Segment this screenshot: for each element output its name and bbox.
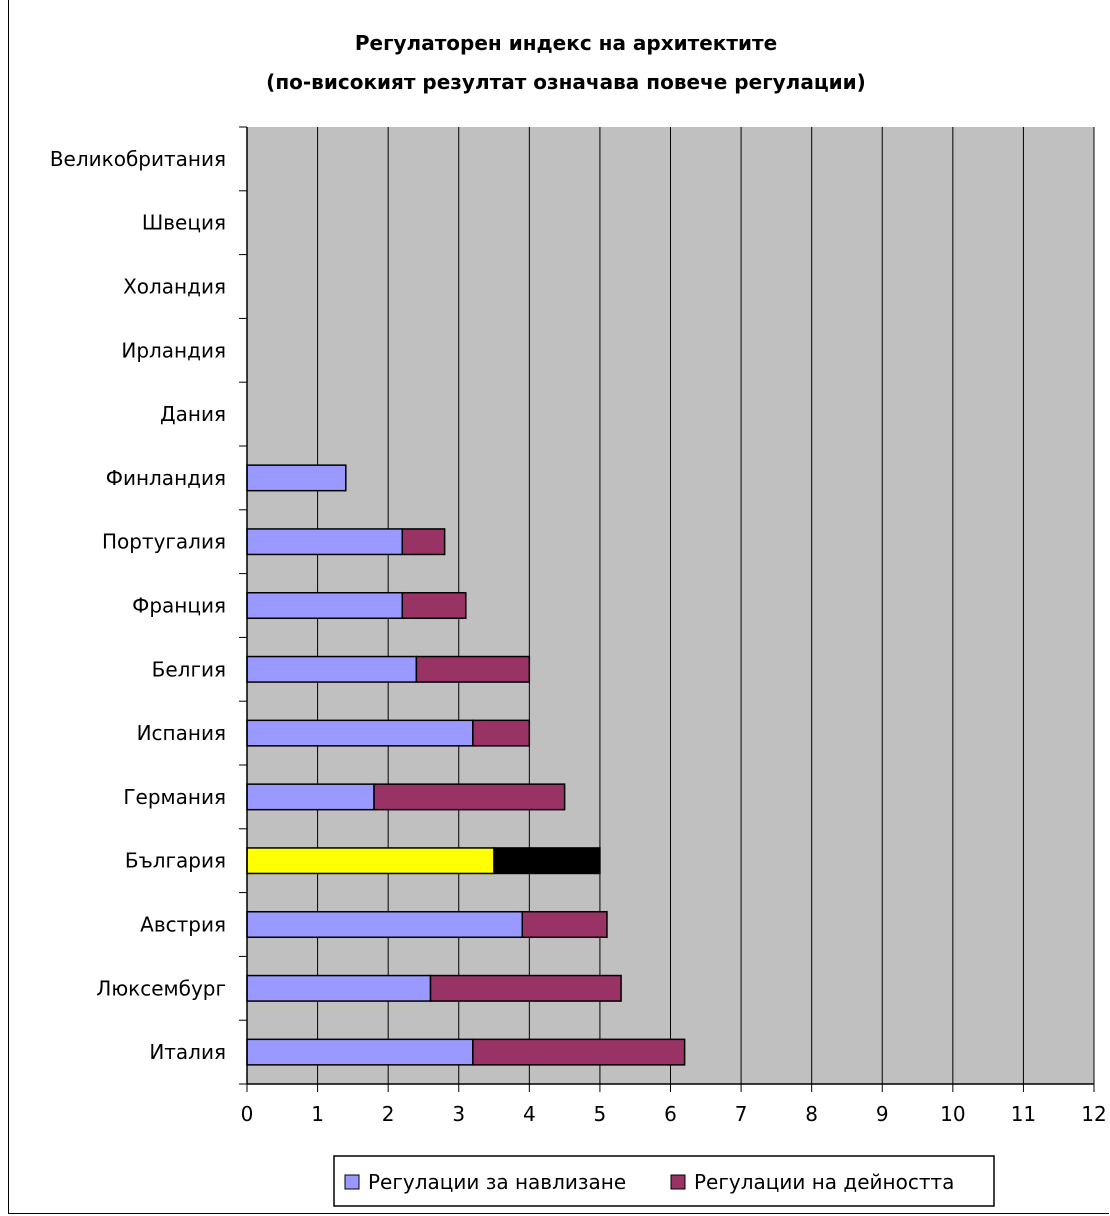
- legend: Регулации за навлизане Регулации на дейн…: [333, 1155, 995, 1207]
- category-label: Люксембург: [96, 976, 226, 1000]
- legend-label-entry: Регулации за навлизане: [368, 1170, 626, 1194]
- legend-label-activity: Регулации на дейността: [694, 1170, 954, 1194]
- category-label: Италия: [149, 1040, 226, 1064]
- chart-frame: [8, 0, 1109, 1214]
- category-label: Белгия: [152, 657, 226, 681]
- category-label: Великобритания: [50, 147, 226, 171]
- category-label: Франция: [132, 594, 226, 618]
- x-tick-label: 12: [1081, 1102, 1106, 1126]
- bar-segment: [246, 719, 474, 747]
- x-tick-label: 5: [594, 1102, 607, 1126]
- category-label: Швеция: [142, 211, 226, 235]
- bar-segment: [472, 719, 531, 747]
- x-tick-label: 3: [452, 1102, 465, 1126]
- category-label: Португалия: [102, 530, 226, 554]
- category-label: Дания: [160, 402, 226, 426]
- x-tick-label: 8: [805, 1102, 818, 1126]
- x-tick-label: 0: [241, 1102, 254, 1126]
- legend-box: [333, 1155, 995, 1207]
- category-label: Финландия: [106, 466, 226, 490]
- x-tick-label: 11: [1011, 1102, 1036, 1126]
- bar-segment: [401, 528, 446, 556]
- chart-title: Регулаторен индекс на архитектите: [355, 31, 777, 55]
- bar-segment: [246, 974, 432, 1002]
- bar-segment: [246, 1038, 474, 1066]
- plot-area: Великобритания Швеция Холандия Ирландия Дани…: [50, 126, 1107, 1126]
- x-tick-label: 6: [664, 1102, 677, 1126]
- bar-segment: [246, 910, 524, 939]
- category-label: Холандия: [123, 275, 226, 299]
- bar-segment: [246, 528, 404, 556]
- x-tick-label: 7: [735, 1102, 748, 1126]
- category-label: Австрия: [140, 913, 226, 937]
- x-tick-label: 1: [311, 1102, 324, 1126]
- bar-segment: [415, 655, 531, 683]
- category-label: Германия: [123, 785, 226, 809]
- bar-segment: [246, 464, 347, 492]
- category-label: България: [125, 849, 226, 873]
- bar-segment: [472, 1038, 686, 1066]
- legend-swatch-entry: [344, 1174, 360, 1190]
- chart-subtitle: (по-високият резултат означава повече ре…: [266, 70, 866, 94]
- bar-segment: [521, 910, 608, 939]
- category-label: Испания: [137, 721, 226, 745]
- x-tick-label: 9: [876, 1102, 889, 1126]
- bar-segment: [401, 591, 467, 620]
- bar-segment: [493, 847, 601, 875]
- category-label: Ирландия: [121, 338, 226, 362]
- bar-segment: [429, 974, 622, 1002]
- bar-segment: [246, 655, 418, 683]
- x-tick-label: 4: [523, 1102, 536, 1126]
- legend-swatch-activity: [670, 1174, 686, 1190]
- x-tick-label: 10: [940, 1102, 965, 1126]
- bar-segment: [373, 783, 566, 811]
- bar-segment: [246, 783, 375, 811]
- bar-segment: [246, 847, 495, 875]
- bar-segment: [246, 591, 404, 620]
- x-tick-label: 2: [382, 1102, 395, 1126]
